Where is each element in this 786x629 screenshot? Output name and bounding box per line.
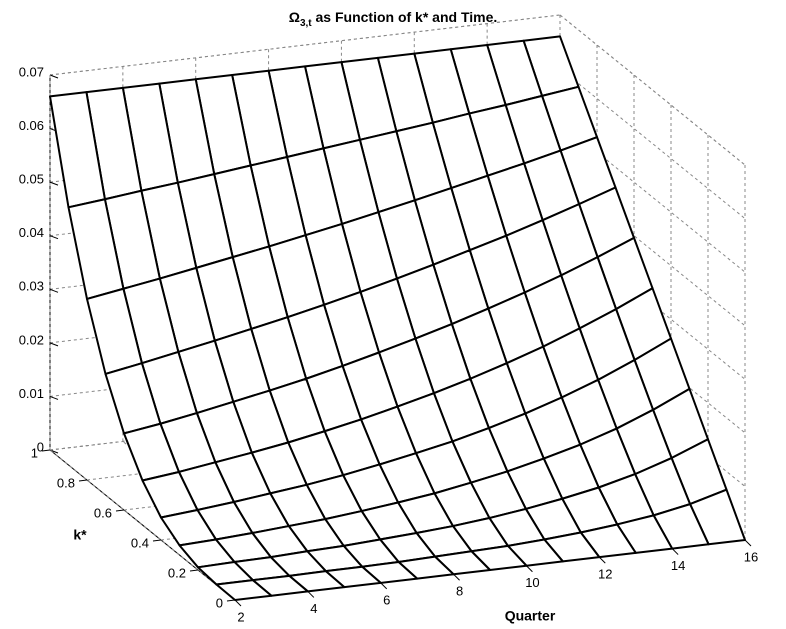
x-tick xyxy=(380,582,388,590)
x-tick-label: 16 xyxy=(744,549,758,564)
grid-line xyxy=(559,175,746,327)
x-tick-label: 14 xyxy=(671,558,685,573)
z-tick xyxy=(49,235,59,240)
grid-line xyxy=(559,121,746,273)
y-tick-label: 0 xyxy=(216,595,223,610)
x-axis-label: Quarter xyxy=(505,608,556,624)
z-tick-label: 0.01 xyxy=(19,386,44,401)
title-symbol: Ω xyxy=(289,9,300,25)
z-tick-label: 0.07 xyxy=(19,64,44,79)
x-tick-label: 2 xyxy=(237,609,244,624)
z-tick-label: 0.02 xyxy=(19,332,44,347)
z-tick xyxy=(49,288,59,293)
title-rest: as Function of k* and Time. xyxy=(312,9,498,25)
x-tick xyxy=(307,591,315,598)
grid-line xyxy=(559,228,746,380)
y-tick xyxy=(115,509,125,512)
z-tick xyxy=(49,395,59,400)
grid-line xyxy=(559,282,746,434)
z-tick-label: 0.04 xyxy=(19,225,44,240)
z-tick-label: 0.05 xyxy=(19,172,44,187)
z-tick xyxy=(49,342,59,347)
z-tick xyxy=(49,181,59,186)
x-tick-label: 10 xyxy=(525,575,539,590)
y-tick-label: 0.4 xyxy=(131,535,149,550)
grid-line xyxy=(49,449,236,601)
y-tick-label: 0.6 xyxy=(94,505,112,520)
x-tick-label: 8 xyxy=(456,584,463,599)
x-tick-label: 4 xyxy=(310,601,317,616)
title-subscript: 3,t xyxy=(300,18,312,29)
chart-title: Ω3,t as Function of k* and Time. xyxy=(289,9,498,29)
x-tick xyxy=(453,573,460,581)
y-tick xyxy=(41,449,51,452)
grid-line xyxy=(559,14,746,166)
x-tick xyxy=(671,548,679,555)
z-tick-label: 0.03 xyxy=(19,279,44,294)
z-tick-label: 0 xyxy=(37,439,44,454)
x-tick xyxy=(526,565,533,573)
y-tick-label: 1 xyxy=(31,445,38,460)
x-tick-label: 6 xyxy=(383,592,390,607)
x-tick xyxy=(234,599,242,607)
y-tick-label: 0.8 xyxy=(57,475,75,490)
z-tick xyxy=(49,74,59,79)
y-tick xyxy=(152,539,162,542)
x-tick xyxy=(598,556,606,564)
y-tick xyxy=(189,569,199,572)
y-tick-label: 0.2 xyxy=(168,565,186,580)
y-tick xyxy=(78,479,88,482)
surface-patch xyxy=(215,579,273,601)
grid-line xyxy=(49,14,561,76)
grid-line xyxy=(559,68,746,219)
x-tick xyxy=(744,539,752,547)
y-axis-label: k* xyxy=(73,527,87,543)
x-tick-label: 12 xyxy=(598,567,612,582)
z-tick-label: 0.06 xyxy=(19,118,44,133)
